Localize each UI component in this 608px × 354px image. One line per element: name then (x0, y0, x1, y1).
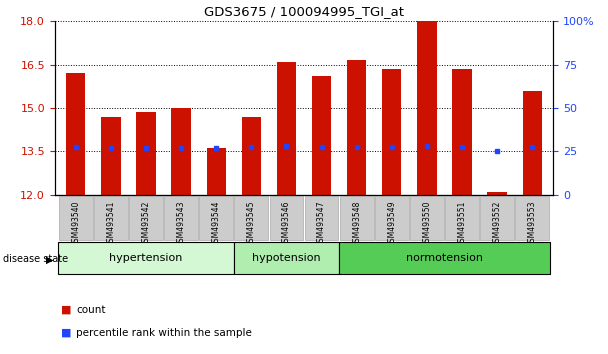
Bar (102, 117, 120, 195)
Text: GSM493552: GSM493552 (492, 200, 502, 247)
FancyBboxPatch shape (339, 242, 550, 274)
Bar (136, 112, 156, 195)
Text: count: count (76, 305, 106, 315)
Text: GSM493550: GSM493550 (423, 200, 432, 247)
FancyBboxPatch shape (58, 242, 234, 274)
FancyBboxPatch shape (94, 196, 128, 240)
FancyBboxPatch shape (305, 196, 339, 240)
Text: GSM493546: GSM493546 (282, 200, 291, 247)
FancyBboxPatch shape (269, 196, 303, 240)
FancyBboxPatch shape (59, 196, 92, 240)
Text: GSM493542: GSM493542 (142, 200, 151, 247)
Bar (277, 62, 296, 195)
Bar (522, 91, 542, 195)
FancyBboxPatch shape (234, 242, 339, 274)
FancyBboxPatch shape (199, 196, 233, 240)
FancyBboxPatch shape (445, 196, 479, 240)
FancyBboxPatch shape (129, 196, 163, 240)
Text: GSM493543: GSM493543 (176, 200, 185, 247)
Text: GSM493544: GSM493544 (212, 200, 221, 247)
Text: GSM493553: GSM493553 (528, 200, 537, 247)
Bar (347, 60, 366, 195)
Bar (66, 73, 86, 195)
FancyBboxPatch shape (410, 196, 444, 240)
FancyBboxPatch shape (480, 196, 514, 240)
Text: GSM493540: GSM493540 (71, 200, 80, 247)
Text: GSM493547: GSM493547 (317, 200, 326, 247)
FancyBboxPatch shape (375, 196, 409, 240)
Text: disease state: disease state (3, 255, 68, 264)
Text: hypotension: hypotension (252, 253, 321, 263)
FancyBboxPatch shape (235, 196, 268, 240)
Bar (488, 192, 506, 195)
Text: ▶: ▶ (46, 255, 54, 264)
Bar (417, 21, 437, 195)
Text: percentile rank within the sample: percentile rank within the sample (76, 328, 252, 338)
FancyBboxPatch shape (516, 196, 549, 240)
Text: normotension: normotension (406, 253, 483, 263)
Text: GSM493548: GSM493548 (352, 200, 361, 247)
Text: GSM493549: GSM493549 (387, 200, 396, 247)
Bar (452, 69, 472, 195)
FancyBboxPatch shape (340, 196, 373, 240)
Text: GSM493545: GSM493545 (247, 200, 256, 247)
Text: GSM493541: GSM493541 (106, 200, 116, 247)
Text: ■: ■ (61, 328, 71, 338)
Text: GSM493551: GSM493551 (457, 200, 466, 247)
Bar (241, 117, 261, 195)
Bar (207, 148, 226, 195)
Bar (382, 69, 401, 195)
Text: hypertension: hypertension (109, 253, 182, 263)
FancyBboxPatch shape (164, 196, 198, 240)
Bar (171, 108, 191, 195)
Text: ■: ■ (61, 305, 71, 315)
Bar (312, 76, 331, 195)
Text: GDS3675 / 100094995_TGI_at: GDS3675 / 100094995_TGI_at (204, 5, 404, 18)
